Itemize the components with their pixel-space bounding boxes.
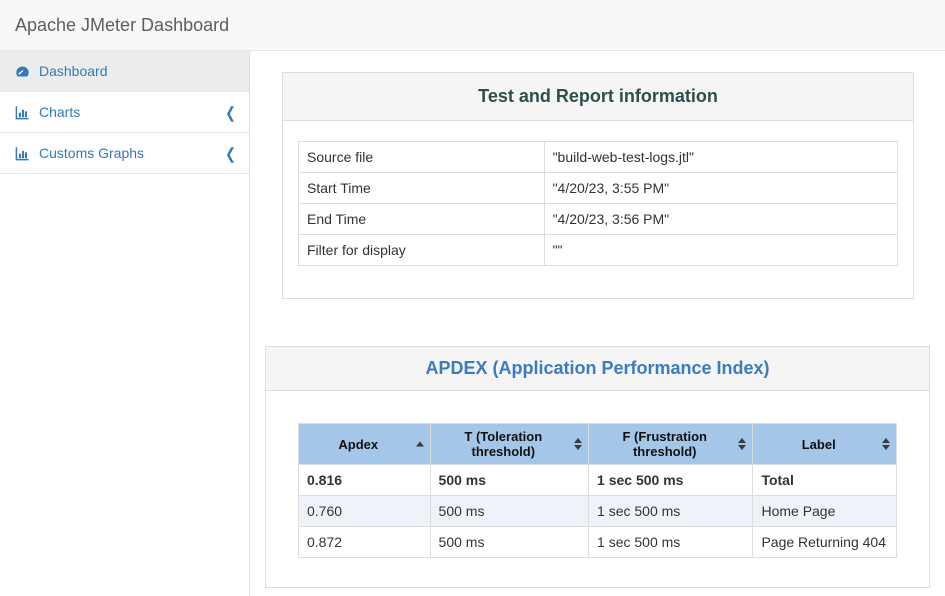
table-header-row: Apdex T (Toleration threshold) F (Frustr…	[298, 423, 897, 465]
apdex-panel: APDEX (Application Performance Index) Ap…	[265, 346, 930, 588]
panel-body: Apdex T (Toleration threshold) F (Frustr…	[266, 391, 929, 587]
label-value: Home Page	[752, 495, 897, 527]
sort-asc-icon	[415, 441, 424, 447]
toleration-value: 500 ms	[429, 464, 590, 496]
table-row: Start Time "4/20/23, 3:55 PM"	[298, 172, 899, 204]
info-value: ""	[543, 234, 899, 266]
apdex-value: 0.872	[298, 526, 431, 558]
column-header-frustration[interactable]: F (Frustration threshold)	[588, 423, 754, 465]
sort-both-icon	[882, 438, 890, 450]
chevron-left-icon: ❮	[225, 144, 236, 162]
info-value: "4/20/23, 3:56 PM"	[543, 203, 899, 235]
column-header-toleration[interactable]: T (Toleration threshold)	[429, 423, 590, 465]
toleration-value: 500 ms	[429, 495, 590, 527]
table-row: 0.816 500 ms 1 sec 500 ms Total	[298, 464, 897, 496]
sidebar-item-customs-graphs[interactable]: Customs Graphs ❮	[0, 133, 249, 174]
info-label: End Time	[298, 203, 545, 235]
label-value: Page Returning 404	[752, 526, 897, 558]
bar-chart-icon	[15, 146, 30, 161]
toleration-value: 500 ms	[429, 526, 590, 558]
info-value: "build-web-test-logs.jtl"	[543, 141, 899, 173]
info-value: "4/20/23, 3:55 PM"	[543, 172, 899, 204]
column-header-label-col[interactable]: Label	[752, 423, 897, 465]
panel-body: Source file "build-web-test-logs.jtl" St…	[283, 121, 913, 298]
main-content: Test and Report information Source file …	[250, 51, 945, 596]
column-header-label: F (Frustration threshold)	[622, 429, 707, 459]
sidebar: Dashboard Charts ❮ Customs Graphs ❮	[0, 51, 250, 596]
table-row: 0.760 500 ms 1 sec 500 ms Home Page	[298, 495, 897, 527]
table-row: 0.872 500 ms 1 sec 500 ms Page Returning…	[298, 526, 897, 558]
top-navbar: Apache JMeter Dashboard	[0, 0, 945, 51]
frustration-value: 1 sec 500 ms	[588, 495, 754, 527]
sidebar-item-dashboard[interactable]: Dashboard	[0, 51, 249, 92]
info-label: Source file	[298, 141, 545, 173]
apdex-value: 0.816	[298, 464, 431, 496]
column-header-label: T (Toleration threshold)	[464, 429, 543, 459]
frustration-value: 1 sec 500 ms	[588, 526, 754, 558]
app-title: Apache JMeter Dashboard	[15, 14, 230, 35]
sidebar-item-charts[interactable]: Charts ❮	[0, 92, 249, 133]
column-header-apdex[interactable]: Apdex	[298, 423, 431, 465]
table-row: End Time "4/20/23, 3:56 PM"	[298, 203, 899, 235]
test-report-info-panel: Test and Report information Source file …	[282, 72, 914, 299]
table-row: Filter for display ""	[298, 234, 899, 266]
apdex-value: 0.760	[298, 495, 431, 527]
sort-both-icon	[738, 438, 747, 450]
apdex-table: Apdex T (Toleration threshold) F (Frustr…	[298, 423, 897, 558]
sidebar-item-label: Charts	[39, 104, 81, 120]
label-value: Total	[752, 464, 897, 496]
panel-title: Test and Report information	[283, 73, 913, 121]
table-row: Source file "build-web-test-logs.jtl"	[298, 141, 899, 173]
info-label: Filter for display	[298, 234, 545, 266]
sort-both-icon	[574, 438, 583, 450]
column-header-label: Label	[801, 436, 836, 452]
sidebar-item-label: Customs Graphs	[39, 145, 145, 161]
info-label: Start Time	[298, 172, 545, 204]
column-header-label: Apdex	[338, 436, 379, 452]
tachometer-icon	[15, 64, 30, 79]
test-report-info-table: Source file "build-web-test-logs.jtl" St…	[298, 141, 899, 266]
sidebar-item-label: Dashboard	[39, 63, 108, 79]
chevron-left-icon: ❮	[225, 103, 236, 121]
panel-title: APDEX (Application Performance Index)	[266, 347, 929, 391]
bar-chart-icon	[15, 105, 30, 120]
frustration-value: 1 sec 500 ms	[588, 464, 754, 496]
